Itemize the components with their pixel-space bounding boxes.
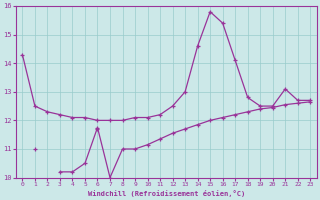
X-axis label: Windchill (Refroidissement éolien,°C): Windchill (Refroidissement éolien,°C) (88, 190, 245, 197)
